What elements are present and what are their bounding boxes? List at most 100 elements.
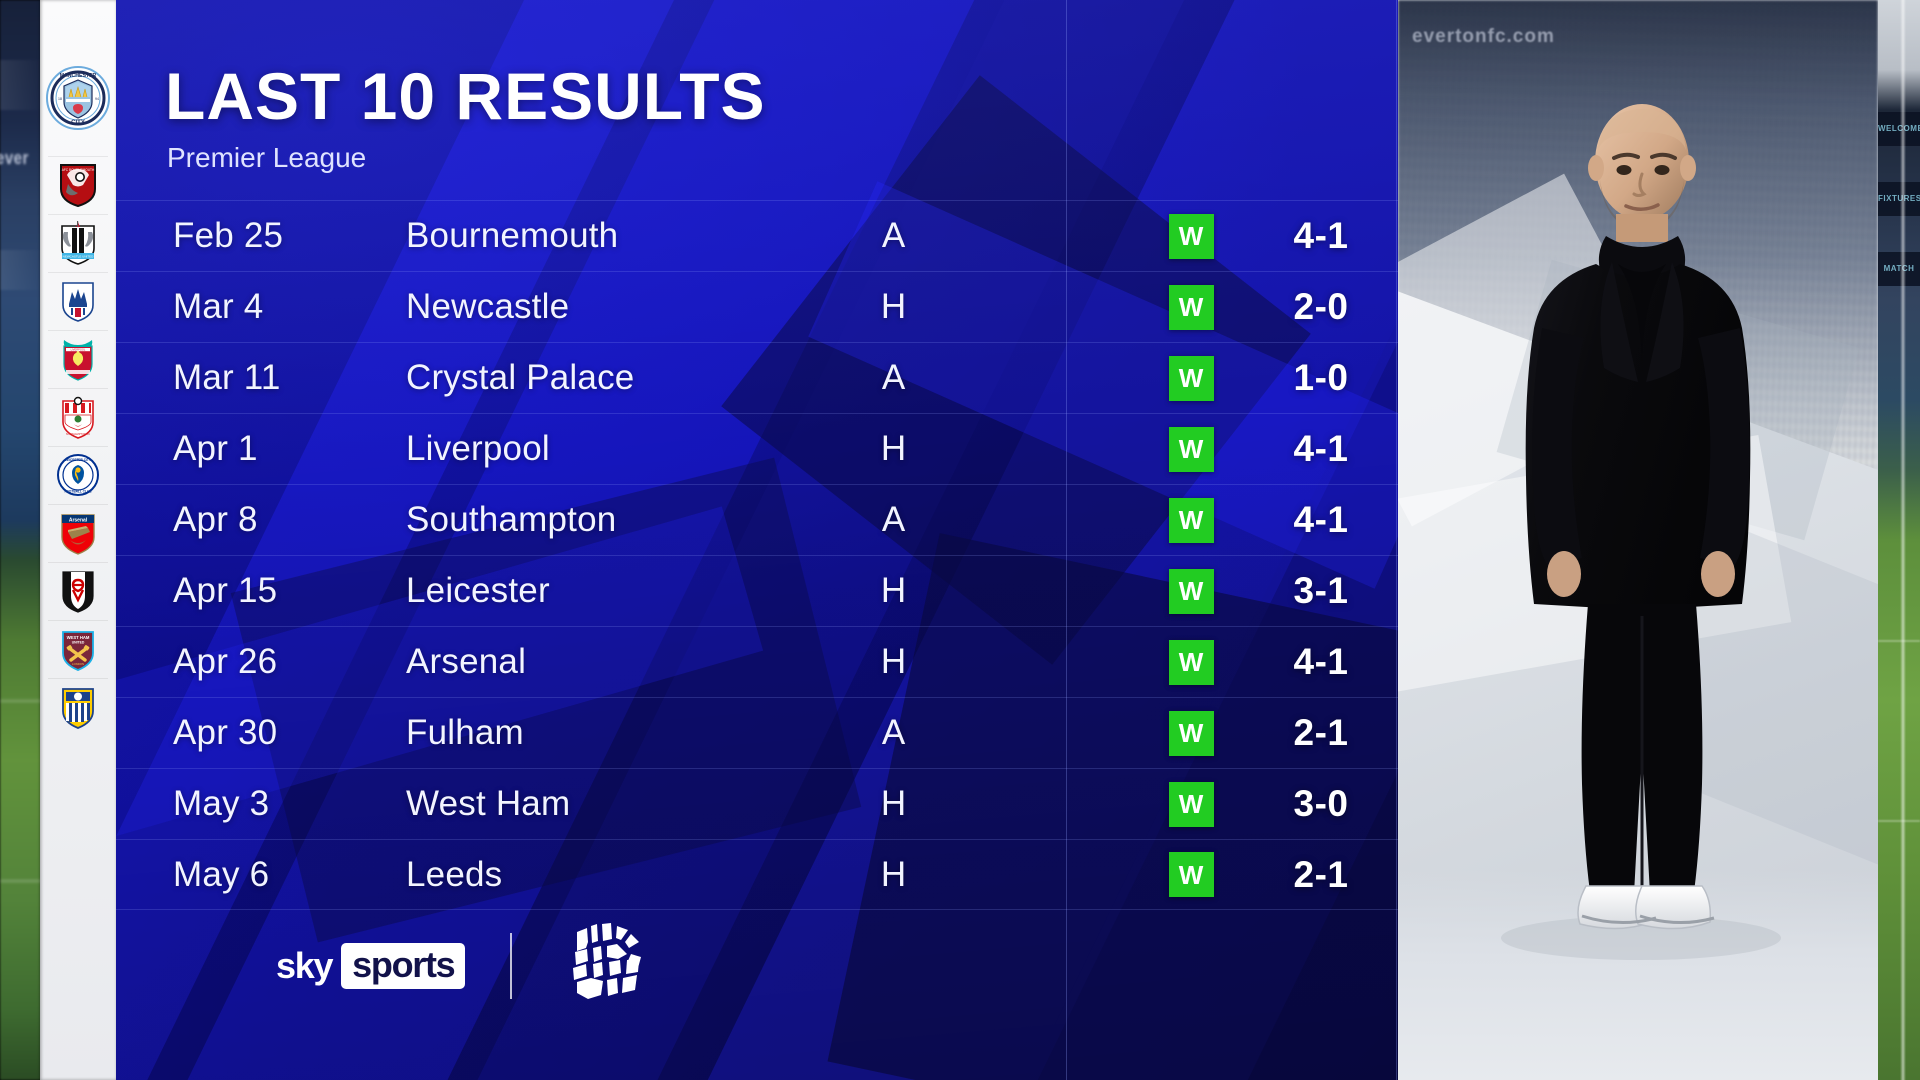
cell-score: 3-1 <box>1293 570 1349 611</box>
cell-opponent: Bournemouth <box>406 216 619 255</box>
svg-text:CITY: CITY <box>71 120 85 126</box>
cell-result: W <box>1136 710 1246 756</box>
cell-score: 4-1 <box>1293 499 1349 540</box>
cell-venue: A <box>881 358 906 397</box>
cell-score: 4-1 <box>1293 428 1349 469</box>
cell-result: W <box>1136 426 1246 472</box>
leicester-crest: LEICESTER CITY FOOTBALL CLUB <box>57 454 99 496</box>
cell-result: W <box>1136 568 1246 614</box>
cell-score: 4-1 <box>1293 641 1349 682</box>
table-row[interactable]: Apr 30 Fulham A W 2-1 <box>116 697 1400 768</box>
svg-text:WEST HAM: WEST HAM <box>67 635 90 640</box>
cell-opponent: Fulham <box>406 713 524 752</box>
fulham-crest <box>62 571 94 613</box>
cell-opponent: Southampton <box>406 500 617 539</box>
cell-result: W <box>1136 213 1246 259</box>
result-badge: W <box>1168 568 1214 614</box>
svg-text:Arsenal: Arsenal <box>69 518 88 524</box>
cell-date: Apr 1 <box>173 429 258 468</box>
svg-text:FOOTBALL CLUB: FOOTBALL CLUB <box>64 490 92 494</box>
cell-venue: A <box>881 500 906 539</box>
crest-cell-manchester-city[interactable]: MANCHESTER CITY 18 94 <box>40 40 116 156</box>
manchester-city-crest: MANCHESTER CITY 18 94 <box>46 66 110 130</box>
crest-cell-leicester[interactable]: LEICESTER CITY FOOTBALL CLUB <box>40 446 116 504</box>
footer-divider <box>510 933 513 999</box>
column-divider-right <box>1396 0 1397 1080</box>
cell-venue: H <box>880 429 907 468</box>
stadium-screen: MATCH <box>1878 252 1920 286</box>
result-badge: W <box>1168 781 1214 827</box>
result-badge: W <box>1168 639 1214 685</box>
cell-opponent: Leeds <box>406 854 503 894</box>
result-badge: W <box>1168 284 1214 330</box>
cell-score: 2-1 <box>1293 853 1349 895</box>
west-ham-crest: WEST HAM UNITED LONDON <box>62 631 94 671</box>
cell-score: 3-0 <box>1293 783 1349 824</box>
result-badge: W <box>1168 213 1214 259</box>
svg-text:LEICESTER CITY: LEICESTER CITY <box>65 458 92 462</box>
left-stadium-backdrop: ever <box>0 0 44 1080</box>
crest-cell-liverpool[interactable]: LIVERPOOL <box>40 330 116 388</box>
crest-cell-leeds[interactable] <box>40 678 116 736</box>
svg-text:AFC BOURNEMOUTH: AFC BOURNEMOUTH <box>62 168 95 172</box>
svg-text:NEWCASTLE UNITED: NEWCASTLE UNITED <box>63 255 95 259</box>
sky-sports-logo[interactable]: sky sports <box>276 943 466 989</box>
kick-it-out-logo[interactable] <box>557 920 649 1012</box>
footer-logos: sky sports <box>276 920 649 1012</box>
stadium-screen: WELCOME <box>1878 112 1920 146</box>
crest-cell-southampton[interactable]: SOUTHAMPTON FC <box>40 388 116 446</box>
crest-cell-fulham[interactable] <box>40 562 116 620</box>
left-backdrop-text: ever <box>0 147 29 170</box>
table-row[interactable]: Mar 4 Newcastle H W 2-0 <box>116 271 1400 342</box>
liverpool-crest: LIVERPOOL <box>63 340 93 381</box>
table-row[interactable]: Apr 15 Leicester H W 3-1 <box>116 555 1400 626</box>
cell-result: W <box>1136 852 1246 897</box>
cell-result: W <box>1136 639 1246 685</box>
results-panel: LAST 10 RESULTS Premier League Feb 25 Bou… <box>116 0 1400 1080</box>
crest-cell-arsenal[interactable]: Arsenal <box>40 504 116 562</box>
table-row[interactable]: May 6 Leeds H W 2-1 <box>116 839 1400 910</box>
cell-opponent: Leicester <box>406 571 550 610</box>
table-row[interactable]: Mar 11 Crystal Palace A W 1-0 <box>116 342 1400 413</box>
table-row[interactable]: Apr 26 Arsenal H W 4-1 <box>116 626 1400 697</box>
crest-cell-crystal-palace[interactable] <box>40 272 116 330</box>
cell-venue: H <box>880 854 907 894</box>
stadium-ad-text: evertonfc.com <box>1412 26 1555 47</box>
svg-text:94: 94 <box>95 97 99 101</box>
club-crest-rail: MANCHESTER CITY 18 94 AFC BOURNEMOUTH <box>40 0 116 1080</box>
cell-date: Mar 11 <box>173 358 281 397</box>
cell-result: W <box>1136 284 1246 330</box>
crest-cell-bournemouth[interactable]: AFC BOURNEMOUTH <box>40 156 116 214</box>
stadium-screen: FIXTURES <box>1878 182 1920 216</box>
cell-opponent: Liverpool <box>406 429 550 468</box>
cell-date: Mar 4 <box>173 287 264 326</box>
svg-text:SOUTHAMPTON FC: SOUTHAMPTON FC <box>66 432 90 436</box>
cell-date: Feb 25 <box>173 216 284 255</box>
southampton-crest: SOUTHAMPTON FC <box>62 396 94 439</box>
crystal-palace-crest <box>62 282 94 322</box>
cell-date: Apr 15 <box>173 571 278 610</box>
cell-score: 2-0 <box>1293 286 1349 327</box>
sky-wordmark: sky <box>276 945 333 986</box>
cell-result: W <box>1136 355 1246 401</box>
svg-text:MANCHESTER: MANCHESTER <box>60 73 97 79</box>
manager-photo: evertonfc.com <box>1398 0 1878 1080</box>
cell-venue: A <box>881 216 906 255</box>
cell-date: Apr 26 <box>173 642 278 681</box>
crest-cell-newcastle[interactable]: NEWCASTLE UNITED <box>40 214 116 272</box>
page-subtitle: Premier League <box>167 142 367 173</box>
table-row[interactable]: Feb 25 Bournemouth A W 4-1 <box>116 200 1400 271</box>
cell-result: W <box>1136 781 1246 827</box>
cell-score: 2-1 <box>1293 712 1349 753</box>
cell-venue: H <box>880 642 907 681</box>
result-badge: W <box>1168 355 1214 401</box>
cell-venue: H <box>880 784 907 823</box>
table-row[interactable]: Apr 8 Southampton A W 4-1 <box>116 484 1400 555</box>
leeds-crest <box>62 688 94 729</box>
svg-text:18: 18 <box>58 97 62 101</box>
crest-cell-west-ham[interactable]: WEST HAM UNITED LONDON <box>40 620 116 678</box>
newcastle-crest: NEWCASTLE UNITED <box>61 221 95 265</box>
table-row[interactable]: Apr 1 Liverpool H W 4-1 <box>116 413 1400 484</box>
table-row[interactable]: May 3 West Ham H W 3-0 <box>116 768 1400 839</box>
result-badge: W <box>1168 426 1214 472</box>
